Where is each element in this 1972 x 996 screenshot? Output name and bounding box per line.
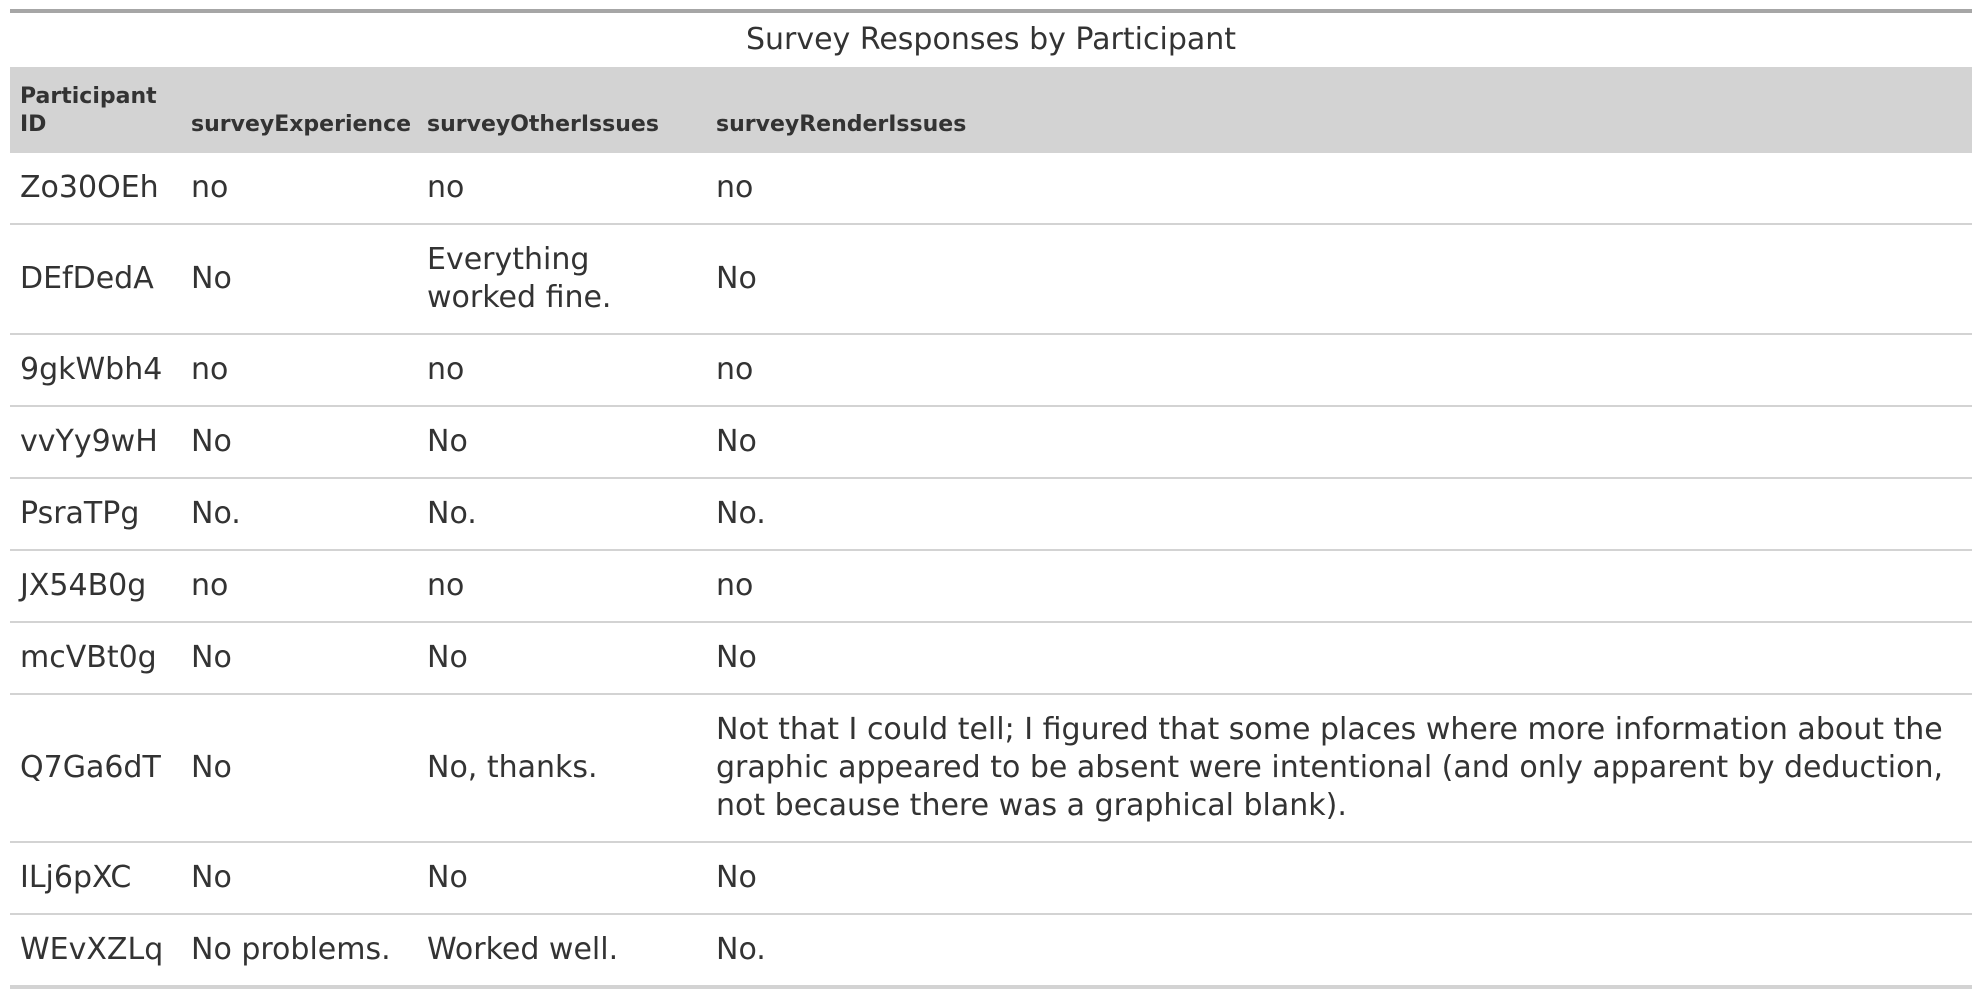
participant-id-cell: Q7Ga6dT [10, 694, 181, 843]
survey-experience-cell: no [181, 334, 417, 407]
table-row: DEfDedA No Everything worked fine. No [10, 224, 1972, 335]
column-header-survey-render-issues: surveyRenderIssues [706, 67, 1972, 153]
participant-id-cell: ILj6pXC [10, 842, 181, 915]
survey-render-issues-cell: no [706, 550, 1972, 623]
participant-id-cell: JX54B0g [10, 550, 181, 623]
survey-experience-cell: No problems. [181, 914, 417, 989]
participant-id-cell: vvYy9wH [10, 406, 181, 479]
survey-experience-cell: No [181, 406, 417, 479]
survey-render-issues-cell: no [706, 334, 1972, 407]
participant-id-cell: Zo30OEh [10, 153, 181, 225]
table-row: vvYy9wH No No No [10, 406, 1972, 479]
survey-render-issues-cell: No. [706, 914, 1972, 989]
survey-experience-cell: no [181, 153, 417, 225]
header-row: Participant ID surveyExperience surveyOt… [10, 67, 1972, 153]
survey-experience-cell: No [181, 224, 417, 335]
survey-other-issues-cell: no [417, 334, 706, 407]
survey-render-issues-cell: No [706, 406, 1972, 479]
survey-render-issues-cell: No [706, 224, 1972, 335]
survey-other-issues-cell: no [417, 550, 706, 623]
survey-other-issues-cell: Everything worked fine. [417, 224, 706, 335]
survey-experience-cell: No [181, 622, 417, 695]
participant-id-cell: DEfDedA [10, 224, 181, 335]
survey-experience-cell: No. [181, 478, 417, 551]
participant-id-cell: WEvXZLq [10, 914, 181, 989]
survey-other-issues-cell: Worked well. [417, 914, 706, 989]
participant-id-cell: PsraTPg [10, 478, 181, 551]
survey-other-issues-cell: No, thanks. [417, 694, 706, 843]
survey-other-issues-cell: No. [417, 478, 706, 551]
survey-experience-cell: No [181, 842, 417, 915]
table-row: 9gkWbh4 no no no [10, 334, 1972, 407]
table-body: Zo30OEh no no no DEfDedA No Everything worked … [10, 153, 1972, 989]
survey-render-issues-cell: No [706, 622, 1972, 695]
participant-id-cell: 9gkWbh4 [10, 334, 181, 407]
survey-responses-table: Participant ID surveyExperience surveyOt… [10, 67, 1972, 989]
column-header-survey-other-issues: surveyOtherIssues [417, 67, 706, 153]
table-row: Zo30OEh no no no [10, 153, 1972, 225]
survey-render-issues-cell: no [706, 153, 1972, 225]
survey-render-issues-cell: No. [706, 478, 1972, 551]
survey-render-issues-cell: Not that I could tell; I figured that so… [706, 694, 1972, 843]
survey-render-issues-cell: No [706, 842, 1972, 915]
survey-other-issues-cell: no [417, 153, 706, 225]
survey-other-issues-cell: No [417, 406, 706, 479]
survey-experience-cell: No [181, 694, 417, 843]
column-header-participant-id: Participant ID [10, 67, 181, 153]
table-row: WEvXZLq No problems. Worked well. No. [10, 914, 1972, 989]
column-header-survey-experience: surveyExperience [181, 67, 417, 153]
table-row: JX54B0g no no no [10, 550, 1972, 623]
participant-id-cell: mcVBt0g [10, 622, 181, 695]
table-header: Participant ID surveyExperience surveyOt… [10, 67, 1972, 153]
table-row: Q7Ga6dT No No, thanks. Not that I could tel… [10, 694, 1972, 843]
table-caption: Survey Responses by Participant [745, 22, 1237, 57]
survey-experience-cell: no [181, 550, 417, 623]
survey-table-container: Survey Responses by Participant Particip… [10, 9, 1972, 989]
survey-other-issues-cell: No [417, 842, 706, 915]
table-row: ILj6pXC No No No [10, 842, 1972, 915]
table-row: mcVBt0g No No No [10, 622, 1972, 695]
table-row: PsraTPg No. No. No. [10, 478, 1972, 551]
survey-other-issues-cell: No [417, 622, 706, 695]
